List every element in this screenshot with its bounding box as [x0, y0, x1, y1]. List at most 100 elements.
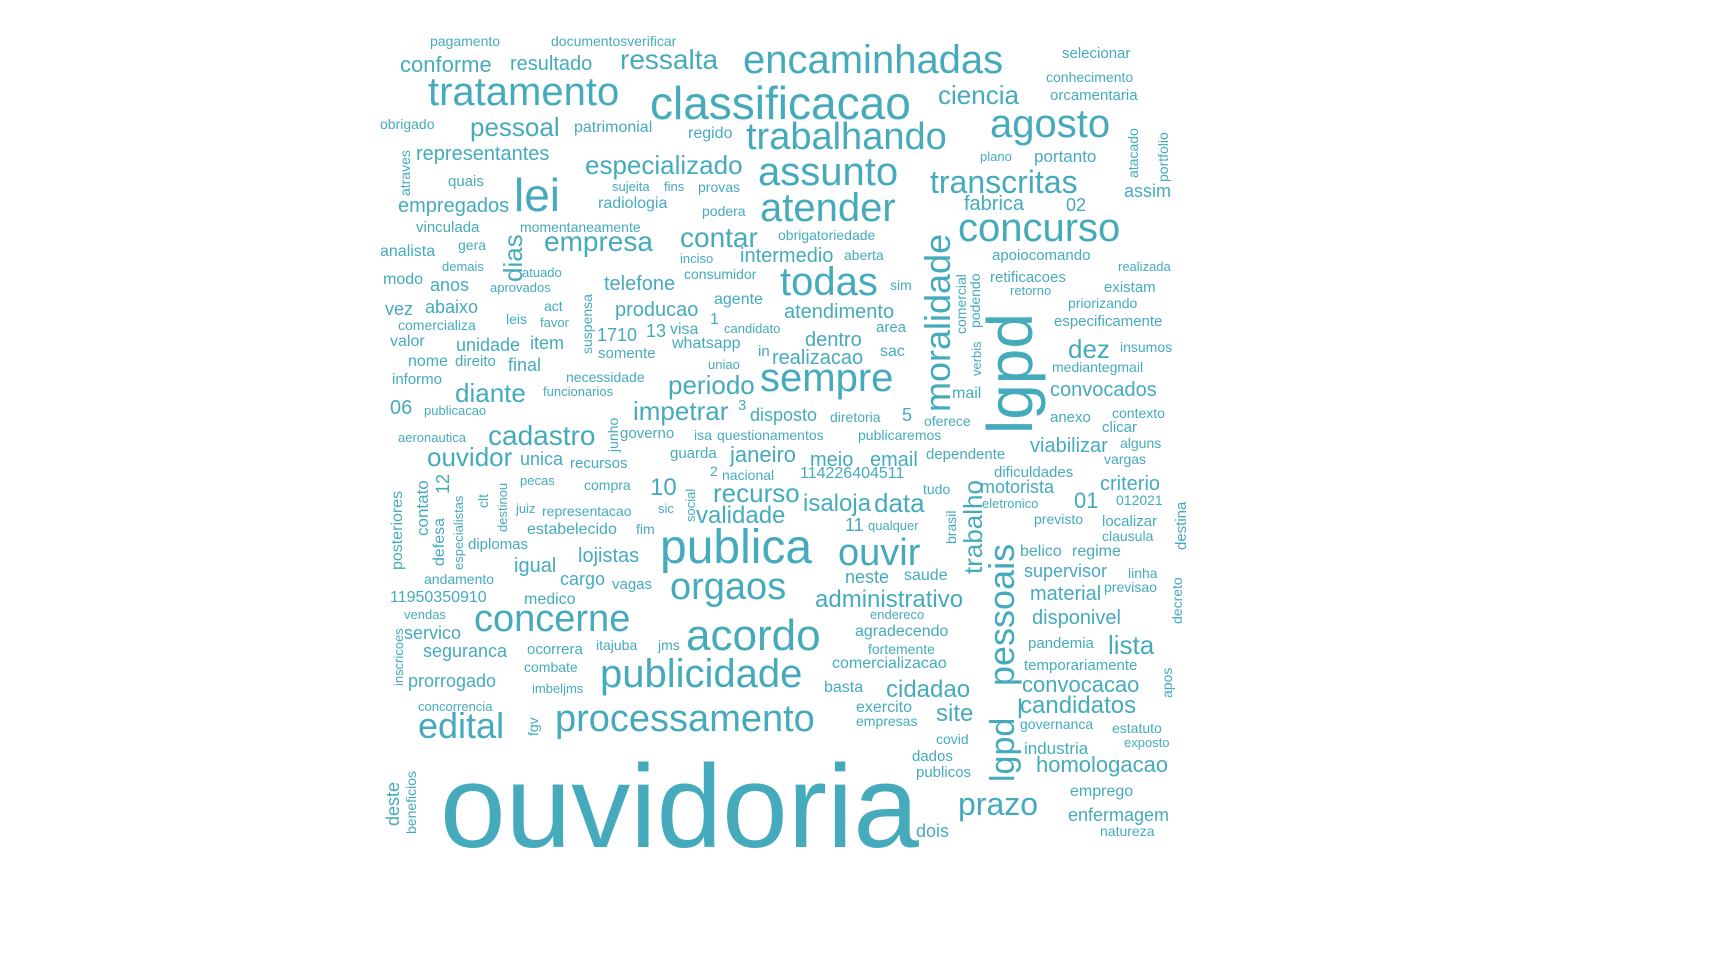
word-intermedio: intermedio	[740, 245, 834, 267]
word-empresas: empresas	[856, 713, 918, 729]
word-quais: quais	[448, 173, 484, 190]
word-whatsapp: whatsapp	[672, 335, 741, 352]
word-atuado: atuado	[522, 265, 562, 280]
word-clausula: clausula	[1102, 528, 1154, 544]
word-cadastro: cadastro	[488, 420, 596, 451]
word-igual: igual	[514, 555, 557, 577]
word-radiologia: radiologia	[598, 195, 668, 212]
word-consumidor: consumidor	[684, 266, 757, 282]
word-obrigatoriedade: obrigatoriedade	[778, 227, 876, 243]
word-pandemia: pandemia	[1028, 635, 1094, 652]
word-vez: vez	[385, 299, 414, 319]
word-atendimento: atendimento	[784, 301, 895, 323]
word-candidato: candidato	[724, 321, 781, 336]
word-meio: meio	[810, 449, 854, 471]
word-ressalta: ressalta	[620, 44, 719, 75]
word-guarda: guarda	[670, 445, 717, 462]
word-viabilizar: viabilizar	[1030, 435, 1108, 457]
word-insumos: insumos	[1120, 339, 1173, 355]
word-email: email	[870, 449, 918, 471]
word-dois: dois	[916, 821, 950, 841]
word-funcionarios: funcionarios	[543, 384, 614, 399]
word-pagamento: pagamento	[430, 33, 501, 49]
word-item: item	[530, 333, 565, 353]
word-todas: todas	[780, 260, 878, 304]
word-especializado: especializado	[585, 150, 743, 180]
word-publicaremos: publicaremos	[858, 427, 942, 443]
word-empresa: empresa	[544, 226, 653, 257]
word-gera: gera	[458, 237, 487, 253]
word-valor: valor	[390, 333, 425, 350]
word-ocorrera: ocorrera	[527, 641, 583, 658]
word-cidadao: cidadao	[886, 676, 971, 703]
word-previsto: previsto	[1034, 511, 1084, 527]
word-beneficios: beneficios	[403, 770, 419, 834]
word-imbeljms: imbeljms	[532, 681, 584, 696]
word-lojistas: lojistas	[578, 545, 640, 567]
word-natureza: natureza	[1100, 823, 1155, 839]
word-aprovados: aprovados	[490, 280, 551, 295]
word-defesa: defesa	[431, 517, 448, 566]
word-publicos: publicos	[916, 764, 972, 781]
word-ciencia: ciencia	[938, 80, 1019, 110]
word-portanto: portanto	[1034, 147, 1097, 166]
word-tudo: tudo	[923, 481, 951, 497]
word-comercializacao: comercializacao	[832, 655, 947, 672]
word-lista: lista	[1108, 630, 1155, 660]
word-social: social	[683, 488, 698, 522]
word-inciso: inciso	[680, 251, 714, 266]
word-representantes: representantes	[416, 143, 550, 165]
word-endereco: endereco	[870, 607, 925, 622]
word-necessidade: necessidade	[566, 369, 645, 385]
word-lgpd-underscore: lgpd_	[984, 698, 1022, 782]
word-junho: junho	[605, 417, 621, 452]
word-seguranca: seguranca	[423, 641, 508, 661]
word-classificacao: classificacao	[650, 77, 911, 129]
word-vargas: vargas	[1104, 451, 1147, 467]
word-recursos: recursos	[570, 455, 628, 472]
word-governanca: governanca	[1020, 716, 1094, 732]
word-compra: compra	[584, 477, 631, 493]
word-representacao: representacao	[542, 503, 632, 519]
word-agente: agente	[714, 291, 763, 308]
word-telefone: telefone	[604, 273, 676, 295]
word-dificuldades: dificuldades	[994, 464, 1074, 481]
word-priorizando: priorizando	[1068, 295, 1138, 311]
word-nome: nome	[408, 353, 449, 370]
word-retorno: retorno	[1010, 283, 1052, 298]
word-fins: fins	[664, 179, 685, 194]
word-anexo: anexo	[1050, 409, 1091, 426]
word-act: act	[544, 298, 563, 314]
word-apos: apos	[1159, 667, 1175, 698]
word-direito: direito	[455, 353, 496, 370]
word-periodo: periodo	[668, 370, 755, 400]
word-publicacao: publicacao	[424, 403, 487, 418]
word-podera: podera	[702, 203, 746, 219]
word-realizacao: realizacao	[772, 347, 864, 369]
word-prorrogado: prorrogado	[408, 671, 497, 691]
word-deste: deste	[383, 781, 403, 826]
word-02: 02	[1066, 195, 1087, 215]
word-sac: sac	[880, 343, 905, 360]
word-orgaos: orgaos	[670, 566, 787, 608]
word-posteriores: posteriores	[389, 490, 406, 570]
word-sujeita: sujeita	[612, 179, 650, 194]
word-obrigado: obrigado	[380, 116, 435, 132]
word-existam: existam	[1104, 279, 1156, 296]
word-diplomas: diplomas	[468, 536, 529, 553]
word-regime: regime	[1072, 543, 1121, 560]
word-vagas: vagas	[612, 576, 653, 593]
word-data: data	[874, 488, 925, 518]
word-resultado: resultado	[510, 53, 593, 75]
word-homologacao: homologacao	[1036, 752, 1169, 777]
word-mediantegmail: mediantegmail	[1052, 359, 1144, 375]
word-supervisor: supervisor	[1024, 561, 1108, 581]
word-leis: leis	[506, 311, 528, 327]
word-num-1: 1	[710, 311, 719, 328]
word-janeiro: janeiro	[730, 442, 797, 467]
word-destinou: destinou	[495, 482, 510, 532]
word-realizada: realizada	[1118, 259, 1171, 274]
word-contexto: contexto	[1112, 405, 1165, 421]
word-suspensa: suspensa	[579, 294, 595, 354]
